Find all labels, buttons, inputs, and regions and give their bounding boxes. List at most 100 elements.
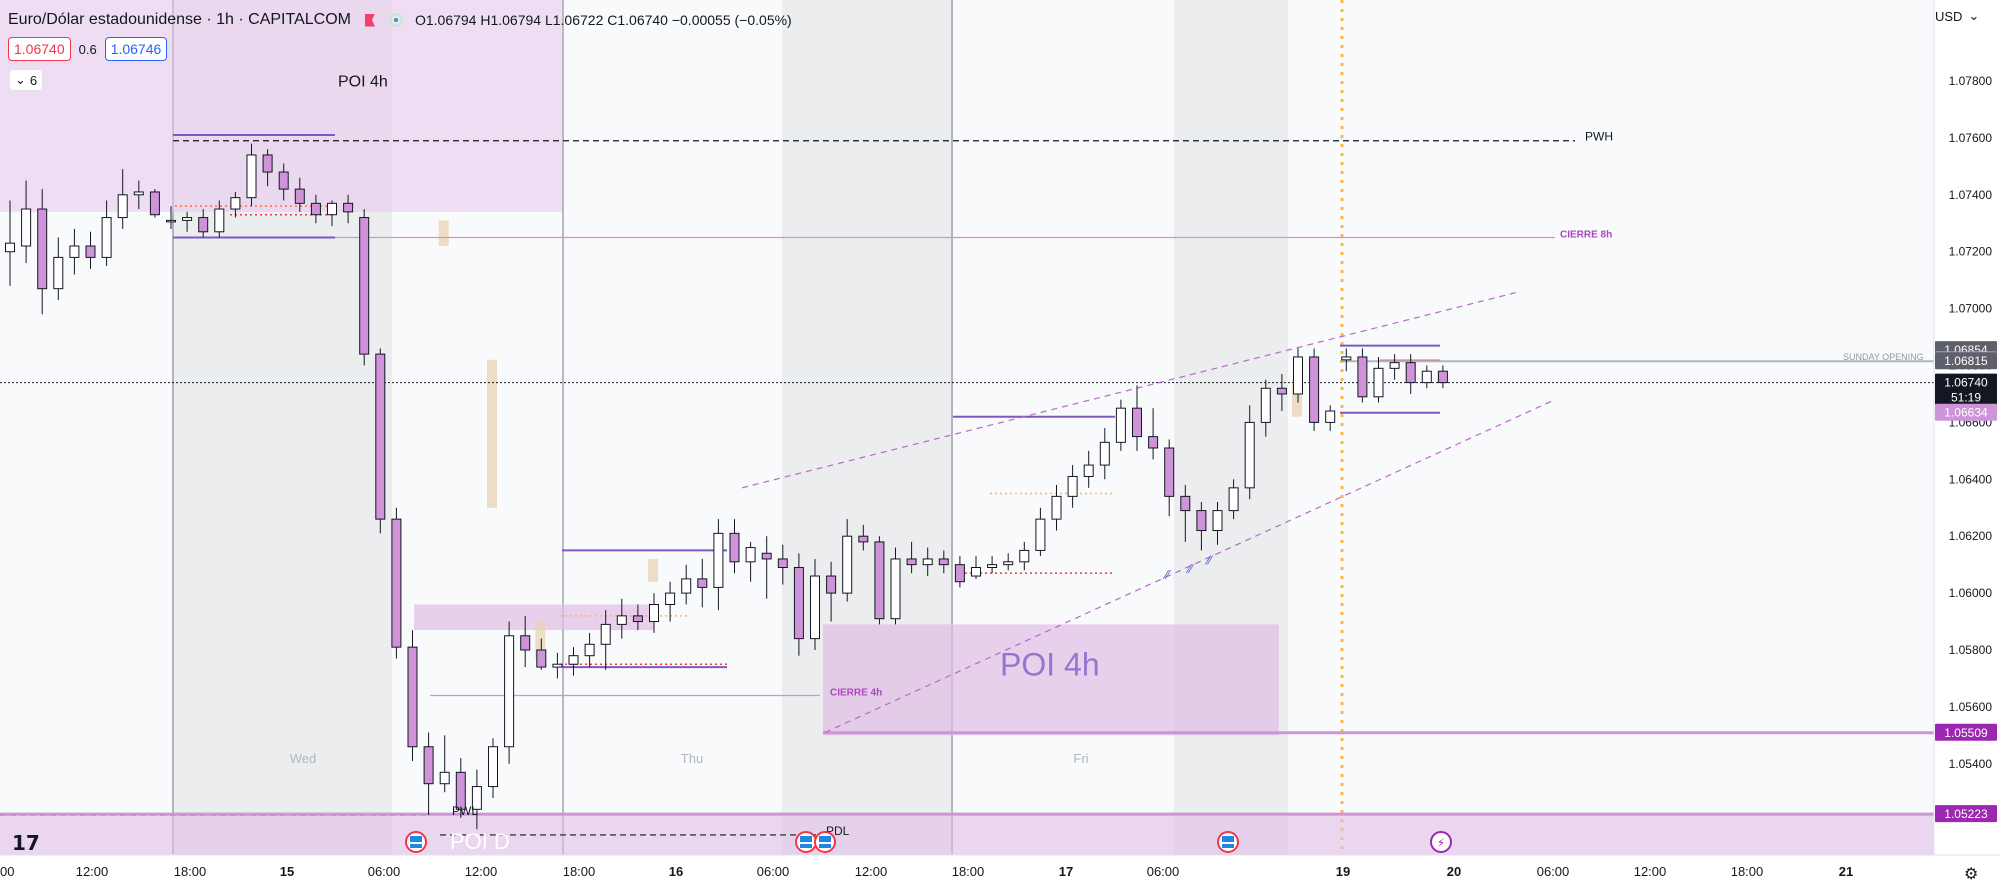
candle [85, 231, 96, 269]
price-badge-value: 1.06815 [1944, 354, 1988, 368]
y-tick-label: 1.05400 [1949, 757, 1993, 771]
candle [504, 621, 515, 764]
lightning-icon: ⚡ [1437, 836, 1445, 850]
candle-bear [375, 353, 386, 520]
candle-bull [1244, 421, 1255, 489]
candle-bull [1373, 367, 1384, 398]
candle [182, 211, 193, 232]
candle [262, 149, 273, 187]
y-tick-label: 1.07000 [1949, 302, 1993, 316]
channel-upper-line [741, 290, 1521, 489]
fvg-box [648, 558, 658, 582]
candle [938, 550, 949, 574]
y-tick-label: 1.06400 [1949, 472, 1993, 486]
candle-bull [842, 535, 853, 594]
poi-zone-4h [823, 624, 1279, 736]
x-tick-label: 12:00 [1634, 864, 1667, 879]
sell-price-button[interactable]: 1.06740 [8, 37, 71, 61]
fvg-box [1292, 379, 1302, 417]
price-badge-value: 1.05223 [1944, 807, 1988, 821]
candle-bear [520, 635, 531, 651]
candle [375, 348, 386, 534]
chevron-down-icon: ⌄ [14, 72, 26, 87]
fvg-box [535, 621, 546, 659]
candle [584, 632, 595, 668]
candle [906, 541, 917, 574]
countdown-timer: 51:19 [1951, 391, 1981, 405]
candle [536, 638, 547, 670]
candle-bull [1421, 370, 1432, 384]
trade-prices: 1.06740 0.6 1.06746 [8, 37, 168, 61]
price-badge: 1.06815 [1935, 352, 1997, 370]
candle-bull [166, 219, 176, 223]
candle-bear [1309, 356, 1320, 423]
candle [971, 556, 981, 579]
candle-bull [745, 547, 756, 563]
gear-icon[interactable]: ⚙ [1964, 866, 1979, 883]
x-tick-label: 06:00 [368, 864, 401, 879]
candle-bull [1389, 362, 1400, 369]
candle [1228, 479, 1239, 520]
candle-bull [246, 154, 257, 199]
candle [230, 191, 241, 218]
us-flag-event-icon [1217, 831, 1239, 853]
candle [890, 547, 901, 625]
candle-bull [69, 245, 80, 258]
candle [5, 200, 15, 286]
candle [1309, 348, 1320, 431]
y-tick-label: 1.06000 [1949, 586, 1993, 600]
candle [842, 519, 853, 602]
candle-bull [1003, 561, 1014, 566]
candle-bear [906, 558, 917, 566]
candle [1293, 348, 1303, 403]
candle [1389, 354, 1400, 380]
candle-bear [954, 564, 965, 583]
candle [1357, 348, 1368, 403]
candle [1276, 374, 1287, 412]
candle-bull [471, 786, 482, 810]
candle-bull [1051, 495, 1062, 520]
flag-icon[interactable] [364, 13, 375, 27]
candle [439, 735, 450, 793]
x-tick-label: 12:00 [855, 864, 888, 879]
candle [1051, 484, 1062, 531]
us-flag-event-icon [795, 831, 817, 853]
candle [359, 209, 370, 366]
candle [53, 237, 64, 301]
candle-bull [5, 242, 15, 253]
candle-bear [826, 575, 837, 594]
y-tick-label: 1.05600 [1949, 700, 1993, 714]
candle [954, 556, 965, 588]
candle-bull [53, 256, 64, 290]
candle [1212, 502, 1223, 545]
indicators-toggle-button[interactable]: ⌄ 6 [9, 69, 43, 91]
buy-price-button[interactable]: 1.06746 [104, 37, 168, 61]
currency-label: USD [1935, 8, 1963, 24]
candle-bear [423, 746, 434, 785]
us-flag-event-icon [405, 831, 427, 853]
x-tick-label: 06:00 [1537, 864, 1570, 879]
zone-layer [0, 0, 1934, 855]
flag-stripe [800, 842, 812, 844]
session-band [1288, 0, 1934, 855]
candle [1003, 553, 1014, 571]
symbol-title[interactable]: Euro/Dólar estadounidense · 1h · CAPITAL… [8, 11, 351, 28]
candle [1083, 450, 1094, 488]
x-tick-label: 00 [0, 864, 14, 879]
candle-bear [310, 202, 321, 216]
candle [1437, 365, 1448, 389]
candle [278, 163, 289, 201]
price-badge-bg [1935, 723, 1997, 741]
candle-bull [649, 603, 659, 623]
poi-zone-small [414, 604, 654, 631]
time-axis-background [0, 855, 2000, 889]
candle-bull [681, 578, 692, 594]
currency-selector[interactable]: USD ⌄ [1935, 8, 1979, 24]
candle-bear [1357, 356, 1368, 398]
candle [1132, 385, 1142, 451]
candle [632, 604, 643, 631]
candle-bull [568, 655, 579, 665]
flag-stripe [410, 842, 422, 844]
